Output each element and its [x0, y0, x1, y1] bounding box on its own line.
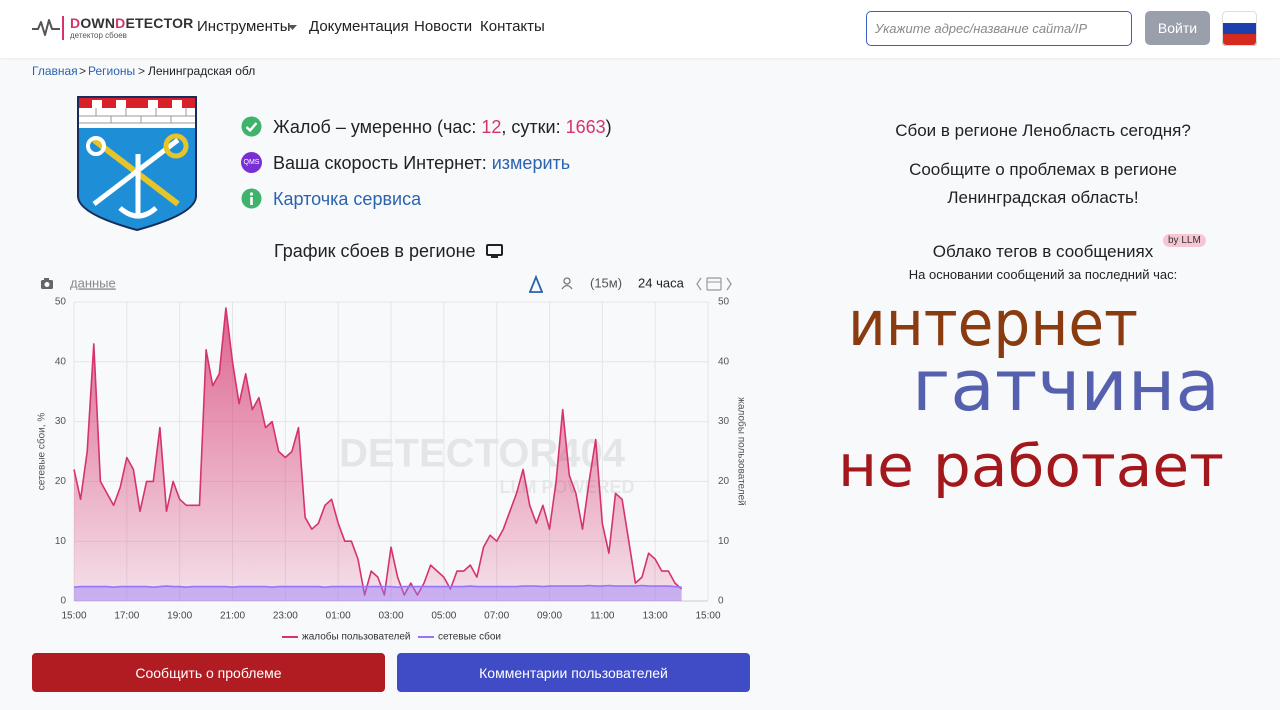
info-icon	[241, 188, 262, 209]
speed-status: Ваша скорость Интернет: измерить	[273, 152, 570, 174]
user-icon[interactable]	[561, 277, 573, 290]
logo-text[interactable]: DOWNDETECTOR	[70, 15, 194, 31]
logo-part: OWN	[80, 15, 116, 31]
x-tick-label: 03:00	[378, 611, 403, 622]
breadcrumb-current: Ленинградская обл	[148, 64, 256, 78]
status-text: Жалоб – умеренно (час:	[273, 117, 482, 137]
area-fill	[74, 585, 682, 601]
chart-title: График сбоев в регионе	[274, 241, 476, 261]
area-fill	[74, 308, 682, 601]
area-mode-icon[interactable]	[529, 274, 543, 293]
nav-link[interactable]: Инструменты	[197, 18, 291, 35]
comments-button[interactable]: Комментарии пользователей	[397, 653, 750, 692]
status-ok-icon	[241, 116, 262, 137]
y2-tick-label: 40	[718, 356, 730, 367]
camera-icon[interactable]	[41, 278, 53, 289]
legend-label: жалобы пользователей	[302, 631, 411, 643]
status-text: Ваша скорость Интернет:	[273, 153, 492, 173]
sidebar-question: Сбои в регионе Ленобласть сегодня?	[895, 121, 1191, 140]
chart-title-icon	[486, 244, 503, 258]
status-text: , сутки:	[501, 117, 566, 137]
tag: не работает	[838, 432, 1224, 500]
cloud-title: Облако тегов в сообщениях	[932, 242, 1154, 261]
y2-tick-label: 50	[718, 297, 730, 308]
report-button[interactable]: Сообщить о проблеме	[32, 653, 385, 692]
breadcrumb-separator: >	[79, 64, 87, 78]
speed-icon: QMS	[241, 152, 262, 173]
y-tick-label: 50	[55, 297, 67, 308]
logo-part: D	[70, 15, 81, 31]
x-tick-label: 11:00	[590, 611, 615, 622]
range-toggle[interactable]: 24 часа	[638, 275, 685, 290]
complaints-status: Жалоб – умеренно (час: 12, сутки: 1663)	[273, 116, 612, 138]
breadcrumb-link[interactable]: Регионы	[88, 64, 136, 78]
logo-divider	[62, 16, 64, 40]
service-card-link[interactable]: Карточка сервиса	[273, 189, 422, 209]
search-placeholder: Укажите адрес/название сайта/IP	[875, 21, 1088, 36]
search-input[interactable]: Укажите адрес/название сайта/IP	[866, 11, 1132, 46]
tag: гатчина	[912, 345, 1220, 427]
day-count: 1663	[565, 117, 606, 137]
breadcrumb-separator: >	[138, 64, 146, 78]
x-tick-label: 05:00	[431, 611, 456, 622]
breadcrumb-link[interactable]: Главная	[32, 64, 78, 78]
sidebar-report-prompt: Сообщите о проблемах в регионе Ленинград…	[909, 160, 1177, 207]
data-link[interactable]: данные	[70, 275, 116, 290]
nav-link[interactable]: Контакты	[480, 18, 545, 35]
status-text: )	[605, 117, 612, 137]
nav-link[interactable]: Новости	[414, 18, 473, 35]
x-tick-label: 21:00	[220, 611, 245, 622]
watermark: DETECTOR404	[339, 432, 626, 476]
date-picker[interactable]	[696, 277, 732, 291]
y-axis-title: сетевые сбои, %	[36, 413, 48, 491]
dropdown-caret	[288, 25, 297, 30]
x-tick-label: 01:00	[326, 611, 351, 622]
hour-count: 12	[481, 117, 502, 137]
logo-part: ETECTOR	[125, 15, 194, 31]
interval-toggle[interactable]: (15м)	[590, 275, 622, 290]
x-tick-label: 23:00	[273, 611, 298, 622]
y2-axis-title: жалобы пользователей	[735, 397, 747, 506]
header: DOWNDETECTOR детектор сбоев Инструменты …	[0, 0, 1280, 58]
x-tick-label: 15:00	[61, 611, 86, 622]
logo-subtitle: детектор сбоев	[70, 31, 127, 40]
y-tick-label: 40	[55, 356, 67, 367]
login-button[interactable]: Войти	[1145, 11, 1210, 45]
legend-label: сетевые сбои	[438, 631, 501, 643]
y2-tick-label: 30	[718, 416, 730, 427]
y-tick-label: 30	[55, 416, 67, 427]
logo-part: D	[115, 15, 126, 31]
language-flag[interactable]	[1222, 11, 1257, 46]
y-tick-label: 20	[55, 476, 67, 487]
speed-link[interactable]: измерить	[491, 153, 571, 173]
nav-link[interactable]: Документация	[309, 18, 409, 35]
y-tick-label: 10	[55, 536, 67, 547]
coat-of-arms	[77, 96, 197, 232]
y-tick-label: 0	[60, 596, 66, 607]
x-tick-label: 09:00	[537, 611, 562, 622]
x-tick-label: 07:00	[484, 611, 509, 622]
series-line	[73, 584, 682, 588]
logo-icon	[32, 19, 60, 36]
y2-tick-label: 10	[718, 536, 730, 547]
x-tick-label: 17:00	[114, 611, 139, 622]
x-tick-label: 13:00	[643, 611, 668, 622]
x-tick-label: 15:00	[695, 611, 720, 622]
y2-tick-label: 0	[718, 596, 724, 607]
cloud-subtitle: На основании сообщений за последний час:	[908, 267, 1178, 282]
cloud-badge: by LLM	[1163, 234, 1206, 247]
chart: данные (15м) 24 часа DETECTOR404LLM POWE…	[36, 274, 747, 643]
y2-tick-label: 20	[718, 476, 730, 487]
tag: интернет	[848, 290, 1138, 360]
series-line	[73, 307, 683, 596]
x-tick-label: 19:00	[167, 611, 192, 622]
